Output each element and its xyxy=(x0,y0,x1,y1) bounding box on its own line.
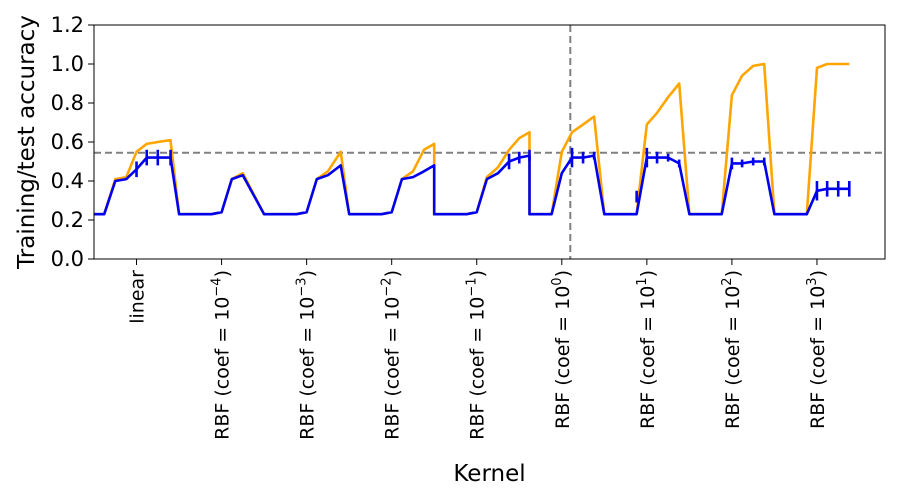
x-tick-label-base: RBF (coef = 10 xyxy=(722,286,744,429)
x-tick-label: RBF (coef = 103) xyxy=(805,270,829,429)
x-tick-label-exponent: 3 xyxy=(805,277,820,285)
x-axis-label: Kernel xyxy=(453,461,525,487)
x-tick-label-exponent: 1 xyxy=(635,277,650,285)
x-tick-label-exponent: −4 xyxy=(210,277,225,296)
plot-frame xyxy=(93,24,886,260)
y-axis-label: Training/test accuracy xyxy=(14,15,40,270)
x-tick-label: RBF (coef = 100) xyxy=(550,270,574,429)
x-tick-label-base: RBF (coef = 10 xyxy=(467,297,489,440)
x-tick-label-base: RBF (coef = 10 xyxy=(637,286,659,429)
x-tick-label-base: RBF (coef = 10 xyxy=(212,297,234,440)
y-tick-label: 0.6 xyxy=(51,130,84,154)
x-tick-label-exponent: 0 xyxy=(550,277,565,285)
y-tick-label: 0.4 xyxy=(51,169,84,193)
x-tick-label-close: ) xyxy=(382,270,404,277)
y-tick-label: 0.8 xyxy=(51,91,84,115)
x-tick-label-base: RBF (coef = 10 xyxy=(807,286,829,429)
x-tick-label-base: RBF (coef = 10 xyxy=(297,297,319,440)
y-tick-label: 0.0 xyxy=(51,247,84,271)
x-tick-label-exponent: −3 xyxy=(295,277,310,296)
x-tick-label-close: ) xyxy=(637,270,659,277)
y-tick-label: 0.2 xyxy=(51,208,84,232)
x-tick-label-close: ) xyxy=(552,270,574,277)
x-tick-label-close: ) xyxy=(467,270,489,277)
x-tick-label: RBF (coef = 102) xyxy=(720,270,744,429)
x-tick-label: RBF (coef = 10−3) xyxy=(295,270,319,440)
x-tick-label-base: RBF (coef = 10 xyxy=(552,286,574,429)
x-tick-label: RBF (coef = 10−2) xyxy=(380,270,404,440)
x-tick-label-exponent: −2 xyxy=(380,277,395,296)
x-tick-label-exponent: −1 xyxy=(465,277,480,296)
x-tick-label-close: ) xyxy=(297,270,319,277)
y-tick-label: 1.2 xyxy=(51,13,84,37)
series-line-1 xyxy=(94,154,850,216)
x-tick-label: RBF (coef = 101) xyxy=(635,270,659,429)
x-tick-label: RBF (coef = 10−1) xyxy=(465,270,489,440)
y-tick-label: 1.0 xyxy=(51,52,84,76)
x-tick-label: RBF (coef = 10−4) xyxy=(210,270,234,440)
x-tick-label-close: ) xyxy=(212,270,234,277)
x-tick-label-close: ) xyxy=(722,270,744,277)
x-tick-label-base: linear xyxy=(127,270,149,324)
x-tick-label: linear xyxy=(127,270,149,324)
series-line-0 xyxy=(94,62,850,216)
x-tick-label-exponent: 2 xyxy=(720,277,735,285)
x-tick-label-close: ) xyxy=(807,270,829,277)
x-tick-label-base: RBF (coef = 10 xyxy=(382,297,404,440)
